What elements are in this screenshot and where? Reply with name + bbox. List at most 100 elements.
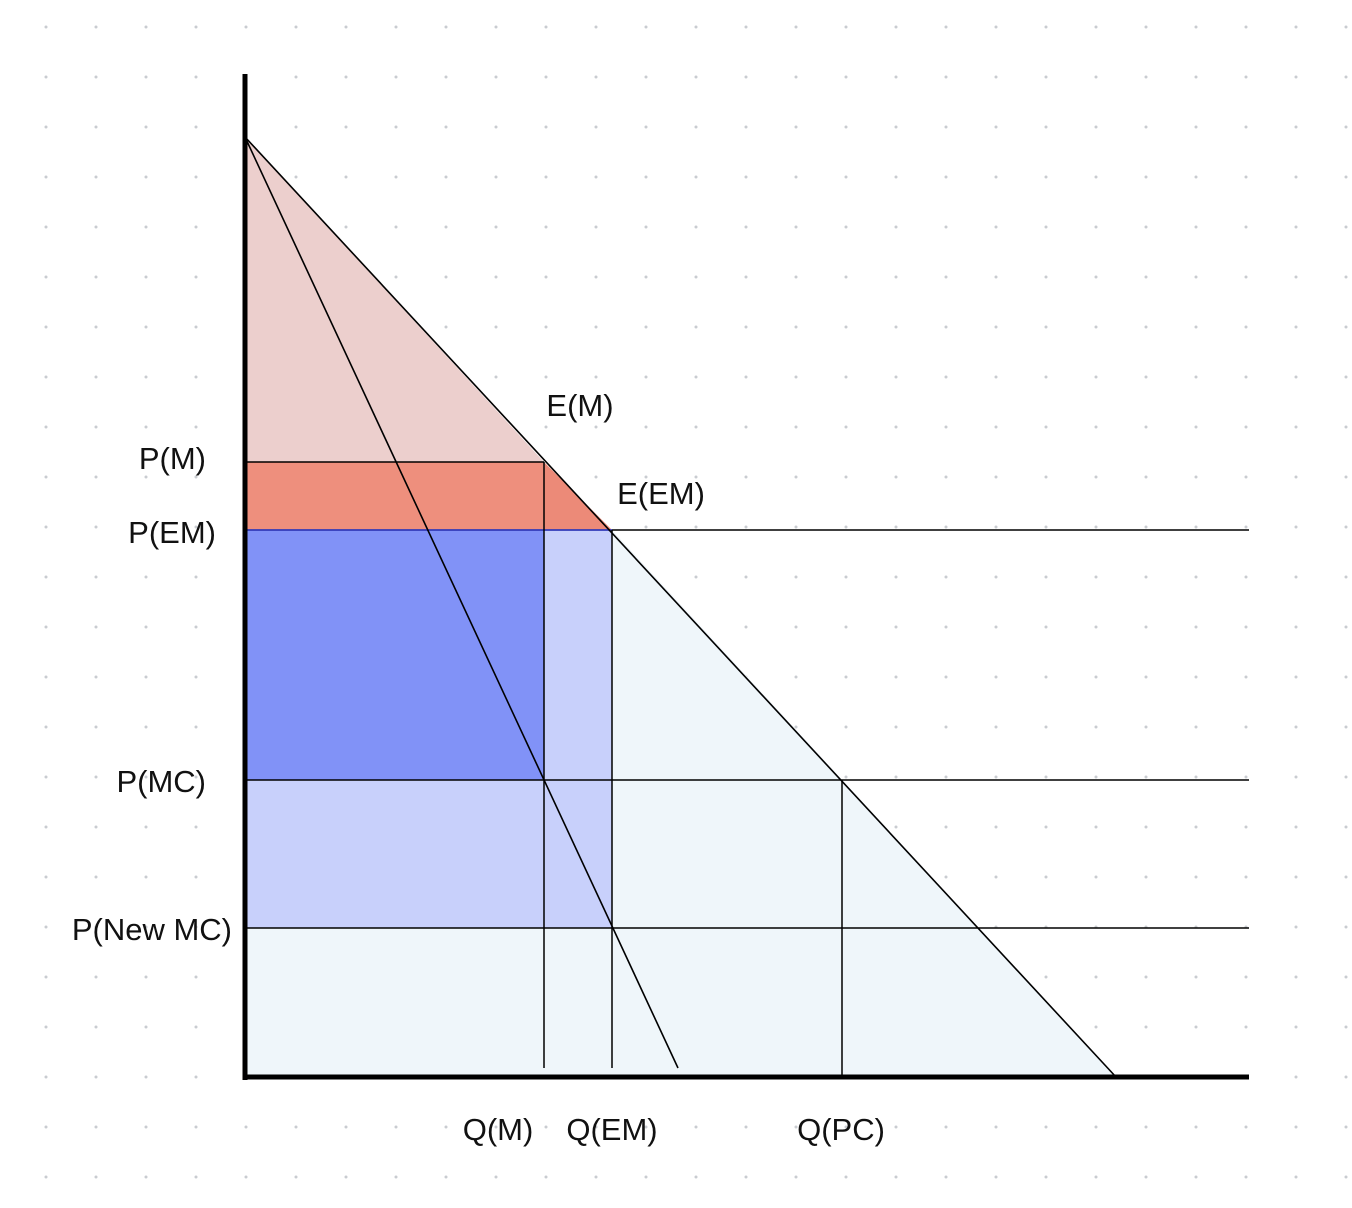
grid-dot — [844, 325, 848, 329]
grid-dot — [894, 125, 898, 129]
grid-dot — [744, 275, 748, 279]
grid-dot — [844, 675, 848, 679]
grid-dot — [1244, 875, 1248, 879]
grid-dot — [1044, 375, 1048, 379]
grid-dot — [394, 1125, 398, 1129]
grid-dot — [894, 325, 898, 329]
grid-dot — [694, 375, 698, 379]
grid-dot — [244, 25, 248, 29]
grid-dot — [594, 25, 598, 29]
grid-dot — [544, 1175, 548, 1179]
grid-dot — [244, 1125, 248, 1129]
grid-dot — [944, 325, 948, 329]
grid-dot — [194, 425, 198, 429]
grid-dot — [194, 925, 198, 929]
grid-dot — [94, 525, 98, 529]
grid-dot — [444, 125, 448, 129]
grid-dot — [194, 725, 198, 729]
grid-dot — [594, 375, 598, 379]
grid-dot — [1094, 275, 1098, 279]
grid-dot — [544, 175, 548, 179]
grid-dot — [444, 175, 448, 179]
grid-dot — [994, 225, 998, 229]
e-m-label: E(M) — [546, 388, 613, 423]
grid-dot — [544, 1125, 548, 1129]
grid-dot — [894, 825, 898, 829]
grid-dot — [1344, 925, 1348, 929]
grid-dot — [1144, 575, 1148, 579]
demand-curve — [244, 136, 1117, 1078]
grid-dot — [1144, 725, 1148, 729]
grid-dot — [994, 725, 998, 729]
grid-dot — [94, 475, 98, 479]
grid-dot — [494, 1125, 498, 1129]
grid-dot — [944, 775, 948, 779]
grid-dot — [1094, 1175, 1098, 1179]
grid-dot — [1194, 525, 1198, 529]
grid-dot — [1044, 975, 1048, 979]
grid-dot — [894, 25, 898, 29]
grid-dot — [1094, 225, 1098, 229]
grid-dot — [1194, 125, 1198, 129]
grid-dot — [144, 175, 148, 179]
grid-dot — [144, 1125, 148, 1129]
grid-dot — [1294, 175, 1298, 179]
grid-dot — [94, 25, 98, 29]
grid-dot — [1144, 775, 1148, 779]
grid-dot — [794, 525, 798, 529]
grid-dot — [194, 625, 198, 629]
grid-dot — [794, 225, 798, 229]
grid-dot — [944, 75, 948, 79]
grid-dot — [1244, 975, 1248, 979]
grid-dot — [1144, 75, 1148, 79]
grid-dot — [494, 325, 498, 329]
grid-dot — [894, 1125, 898, 1129]
grid-dot — [894, 175, 898, 179]
grid-dot — [94, 825, 98, 829]
grid-dot — [544, 125, 548, 129]
grid-dot — [594, 1175, 598, 1179]
grid-dot — [1244, 25, 1248, 29]
grid-dot — [1044, 225, 1048, 229]
grid-dot — [94, 575, 98, 579]
grid-dot — [194, 325, 198, 329]
grid-dot — [744, 25, 748, 29]
grid-dot — [844, 375, 848, 379]
grid-dot — [894, 575, 898, 579]
grid-dot — [694, 275, 698, 279]
grid-dot — [794, 375, 798, 379]
grid-dot — [144, 1175, 148, 1179]
grid-dot — [844, 25, 848, 29]
grid-dot — [644, 125, 648, 129]
grid-dot — [1294, 475, 1298, 479]
grid-dot — [1144, 1175, 1148, 1179]
grid-dot — [1294, 375, 1298, 379]
grid-dot — [444, 75, 448, 79]
grid-dot — [944, 825, 948, 829]
grid-dot — [794, 575, 798, 579]
grid-dot — [1244, 375, 1248, 379]
grid-dot — [944, 525, 948, 529]
e-em-label: E(EM) — [617, 476, 705, 511]
grid-dot — [794, 1175, 798, 1179]
grid-dot — [1294, 775, 1298, 779]
grid-dot — [1194, 575, 1198, 579]
p-m-label: P(M) — [139, 441, 206, 476]
grid-dot — [994, 875, 998, 879]
grid-dot — [994, 425, 998, 429]
grid-dot — [1294, 625, 1298, 629]
grid-dot — [44, 25, 48, 29]
grid-dot — [194, 175, 198, 179]
grid-dot — [294, 75, 298, 79]
grid-dot — [1044, 75, 1048, 79]
grid-dot — [844, 275, 848, 279]
grid-dot — [994, 775, 998, 779]
grid-dot — [1244, 675, 1248, 679]
grid-dot — [1294, 425, 1298, 429]
grid-dot — [694, 475, 698, 479]
grid-dot — [1094, 375, 1098, 379]
grid-dot — [1144, 525, 1148, 529]
grid-dot — [944, 575, 948, 579]
grid-dot — [444, 25, 448, 29]
grid-dot — [1094, 725, 1098, 729]
